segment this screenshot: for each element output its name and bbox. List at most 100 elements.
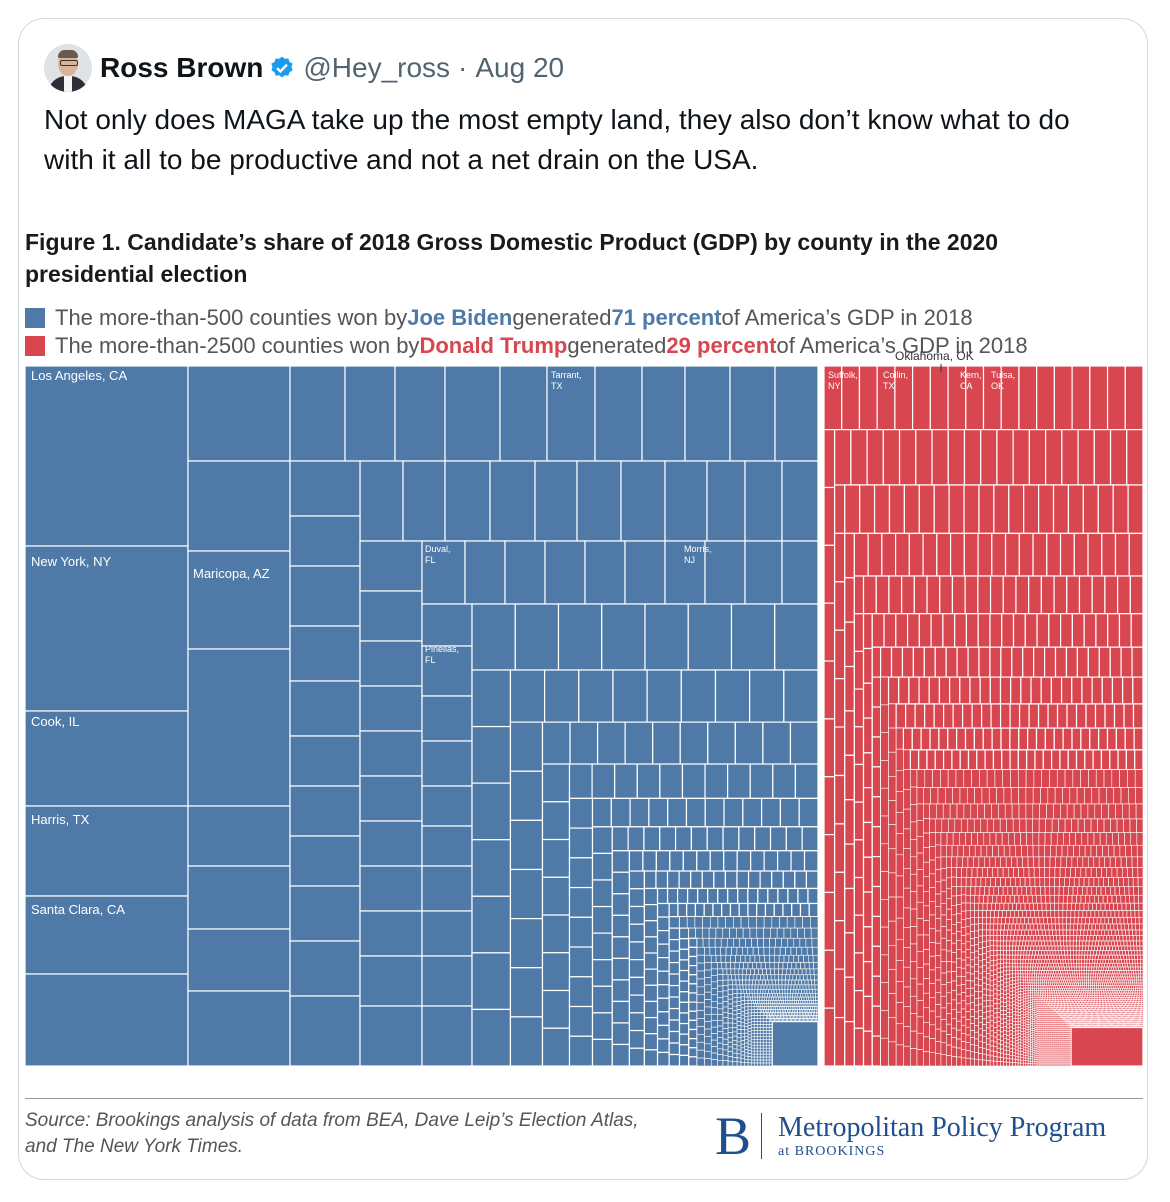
treemap-cell-trump xyxy=(1023,1009,1027,1013)
treemap-cell-biden xyxy=(805,993,809,998)
treemap-cell-trump xyxy=(993,923,998,931)
treemap-cell-trump xyxy=(1069,929,1074,936)
treemap-cell-trump xyxy=(1000,1027,1004,1033)
treemap-cell-trump xyxy=(1017,976,1022,981)
treemap-cell-biden xyxy=(717,968,724,975)
treemap-cell-trump xyxy=(989,613,1003,648)
treemap-cell-trump xyxy=(1034,1029,1038,1032)
treemap-cell-trump xyxy=(1049,950,1054,956)
treemap-cell-trump xyxy=(1039,966,1043,971)
treemap-cell-trump xyxy=(974,977,979,986)
treemap-cell-trump xyxy=(1000,1035,1004,1041)
treemap-cell-trump xyxy=(1040,1009,1044,1012)
treemap-cell-biden xyxy=(584,540,626,605)
author-handle[interactable]: @Hey_ross xyxy=(303,52,451,83)
treemap-cell-biden xyxy=(679,721,709,765)
treemap-cell-trump xyxy=(834,678,846,728)
treemap-cell-trump xyxy=(946,844,953,858)
treemap-cell-trump xyxy=(982,1000,987,1008)
treemap-cell-trump xyxy=(1042,1043,1046,1047)
treemap-cell-trump xyxy=(989,1055,994,1062)
treemap-cell-trump xyxy=(1138,976,1142,981)
treemap-cell-trump xyxy=(1049,935,1054,942)
legend-pct-biden: 71 percent xyxy=(611,305,722,330)
treemap-cell-trump xyxy=(1101,940,1106,947)
treemap-cell-trump xyxy=(1018,787,1027,805)
treemap-cell-biden xyxy=(717,1059,724,1067)
treemap-cell-trump xyxy=(969,1023,975,1031)
treemap-cell-trump xyxy=(1037,966,1041,971)
treemap-cell-biden xyxy=(710,962,718,970)
treemap-cell-trump xyxy=(823,949,836,1009)
treemap-cell-trump xyxy=(940,1019,947,1032)
treemap-cell-trump xyxy=(965,1042,971,1051)
treemap-cell-trump xyxy=(1000,856,1007,868)
treemap-cell-biden xyxy=(778,968,783,976)
treemap-cell-trump xyxy=(943,703,954,729)
treemap-cell-trump xyxy=(1031,982,1035,986)
treemap-cell-biden xyxy=(779,797,800,828)
treemap-cell-trump xyxy=(1123,703,1135,729)
treemap-cell-trump xyxy=(1088,877,1095,888)
treemap-cell-trump xyxy=(1009,1044,1013,1049)
treemap-cell-trump xyxy=(1009,844,1017,858)
treemap-cell-trump xyxy=(1015,575,1030,615)
treemap-cell-biden xyxy=(814,984,819,990)
treemap-cell-trump xyxy=(895,833,904,856)
treemap-cell-trump xyxy=(1012,1007,1016,1012)
treemap-cell-biden xyxy=(738,826,756,852)
treemap-cell-trump xyxy=(1036,1017,1040,1020)
treemap-cell-biden xyxy=(780,996,784,1001)
treemap-cell-trump xyxy=(1119,769,1128,788)
treemap-cell-trump xyxy=(908,532,924,577)
treemap-cell-trump xyxy=(1073,917,1079,925)
author-name[interactable]: Ross Brown xyxy=(100,52,264,83)
treemap-cell-biden xyxy=(735,954,741,963)
treemap-cell-trump xyxy=(1000,1022,1004,1028)
treemap-cell-trump xyxy=(999,676,1012,705)
treemap-cell-trump xyxy=(1020,950,1025,956)
treemap-cell-trump xyxy=(1104,703,1116,729)
treemap-cell-trump xyxy=(1056,973,1060,978)
treemap-cell-trump xyxy=(937,787,946,805)
treemap-cell-trump xyxy=(1108,966,1112,971)
treemap-cell-trump xyxy=(1038,1041,1042,1045)
tweet-date[interactable]: Aug 20 xyxy=(475,52,565,83)
treemap-cell-trump xyxy=(1033,959,1037,964)
treemap-cell-biden xyxy=(688,1001,698,1012)
treemap-cell-biden xyxy=(601,603,646,671)
treemap-cell-biden xyxy=(359,955,423,1007)
treemap-cell-trump xyxy=(1034,997,1038,1000)
treemap-cell-trump xyxy=(1106,962,1111,968)
treemap-cell-trump xyxy=(1025,954,1030,960)
treemap-cell-trump xyxy=(935,967,942,981)
treemap-cell-biden xyxy=(759,1053,764,1058)
treemap-cell-trump xyxy=(1136,945,1141,952)
treemap-cell-trump xyxy=(956,867,962,878)
treemap-cell-trump xyxy=(1126,910,1132,918)
treemap-cell-biden xyxy=(803,954,809,963)
treemap-cell-trump xyxy=(862,995,873,1032)
treemap-cell-biden xyxy=(359,865,423,912)
treemap-cell-trump xyxy=(1023,894,1029,904)
treemap-cell-trump xyxy=(1073,935,1077,942)
treemap-cell-biden xyxy=(756,916,765,929)
treemap-cell-trump xyxy=(951,942,957,953)
treemap-cell-trump xyxy=(1011,646,1024,678)
figure-image[interactable]: Figure 1. Candidate’s share of 2018 Gros… xyxy=(24,220,1144,1163)
treemap-cell-trump xyxy=(1074,982,1077,986)
treemap-cell-biden xyxy=(762,1039,767,1043)
treemap-cell-trump xyxy=(1017,988,1022,993)
treemap-cell-trump xyxy=(1025,993,1029,997)
avatar[interactable] xyxy=(44,44,92,92)
treemap-cell-trump xyxy=(1003,998,1008,1003)
treemap-cell-trump xyxy=(956,1056,962,1067)
treemap-cell-biden xyxy=(753,1041,758,1046)
treemap-cell-trump xyxy=(1137,867,1144,878)
treemap-cell-trump xyxy=(1134,910,1140,918)
treemap-cell-trump xyxy=(1106,910,1112,918)
treemap-cell-biden xyxy=(774,946,781,956)
treemap-cell-biden xyxy=(745,974,750,981)
treemap-cell-trump xyxy=(1055,923,1060,931)
treemap-cell-trump xyxy=(1052,1029,1056,1032)
